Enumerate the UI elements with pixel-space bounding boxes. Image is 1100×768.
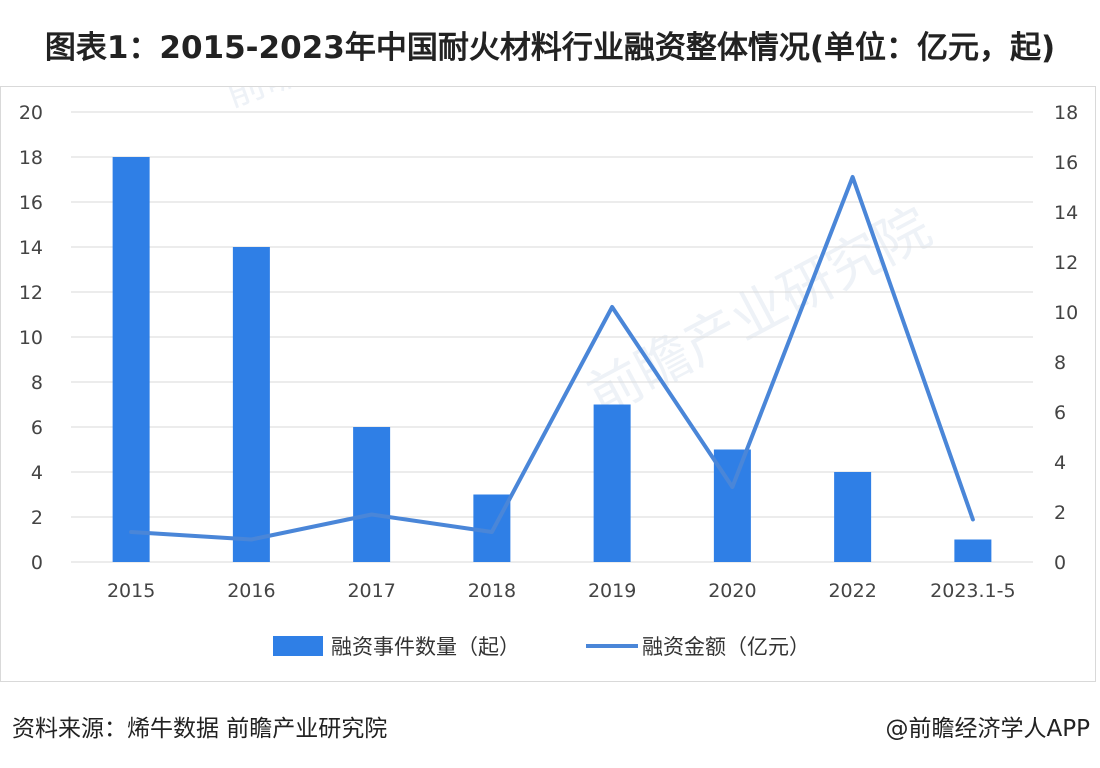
legend-label-line: 融资金额（亿元） xyxy=(642,635,810,659)
right-axis-tick-label: 16 xyxy=(1054,152,1078,174)
right-axis-tick-label: 8 xyxy=(1054,352,1066,374)
left-axis-tick-label: 8 xyxy=(31,372,43,394)
brand-credit: @前瞻经济学人APP xyxy=(885,716,1090,742)
chart-title: 图表1：2015-2023年中国耐火材料行业融资整体情况(单位：亿元，起) xyxy=(44,30,1056,66)
right-axis-tick-label: 12 xyxy=(1054,252,1078,274)
bar xyxy=(232,247,270,562)
category-label: 2020 xyxy=(708,580,756,602)
right-axis-tick-label: 10 xyxy=(1054,302,1078,324)
bar xyxy=(353,427,391,562)
bar xyxy=(112,157,150,562)
left-axis-tick-label: 10 xyxy=(19,327,43,349)
bar xyxy=(593,404,631,562)
source-note: 资料来源：烯牛数据 前瞻产业研究院 xyxy=(12,716,388,742)
series-line xyxy=(129,175,975,542)
watermark-text: 前瞻产业研究院 xyxy=(578,195,941,428)
right-axis-tick-label: 6 xyxy=(1054,402,1066,424)
legend-swatch-bars xyxy=(273,636,323,656)
left-axis-tick-label: 16 xyxy=(19,192,43,214)
bar xyxy=(834,472,872,562)
left-axis-tick-label: 2 xyxy=(31,507,43,529)
category-label: 2016 xyxy=(227,580,275,602)
combo-chart: 前瞻产业研究院前瞻产业研究院02468101214161820024681012… xyxy=(19,0,1078,659)
category-label: 2023.1-5 xyxy=(930,580,1015,602)
category-label: 2015 xyxy=(107,580,155,602)
category-label: 2019 xyxy=(588,580,636,602)
category-label: 2022 xyxy=(828,580,876,602)
left-axis-tick-label: 0 xyxy=(31,552,43,574)
right-axis-tick-label: 18 xyxy=(1054,102,1078,124)
category-label: 2017 xyxy=(347,580,395,602)
right-axis-tick-label: 0 xyxy=(1054,552,1066,574)
right-axis-tick-label: 2 xyxy=(1054,502,1066,524)
left-axis-tick-label: 18 xyxy=(19,147,43,169)
left-axis-tick-label: 12 xyxy=(19,282,43,304)
category-label: 2018 xyxy=(468,580,516,602)
bar xyxy=(954,539,992,562)
legend-label-bars: 融资事件数量（起） xyxy=(331,635,520,659)
left-axis-tick-label: 6 xyxy=(31,417,43,439)
right-axis-tick-label: 14 xyxy=(1054,202,1078,224)
left-axis-tick-label: 20 xyxy=(19,102,43,124)
left-axis-tick-label: 14 xyxy=(19,237,43,259)
chart-frame: 前瞻产业研究院前瞻产业研究院02468101214161820024681012… xyxy=(0,0,1096,682)
right-axis-tick-label: 4 xyxy=(1054,452,1066,474)
left-axis-tick-label: 4 xyxy=(31,462,43,484)
